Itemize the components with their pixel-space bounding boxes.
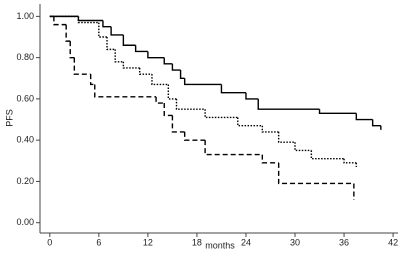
survival-step xyxy=(355,113,373,121)
y-tick-label: 0.20 xyxy=(16,176,34,186)
x-tick-label: 42 xyxy=(388,237,398,247)
survival-step xyxy=(257,98,320,110)
survival-step xyxy=(122,34,136,46)
survival-step xyxy=(261,154,279,164)
x-tick-label: 18 xyxy=(192,237,202,247)
y-tick-label: 1.00 xyxy=(16,11,34,21)
survival-step xyxy=(122,61,140,69)
x-tick-label: 6 xyxy=(96,237,101,247)
survival-step xyxy=(179,70,185,79)
survival-step xyxy=(220,84,246,94)
y-tick-label: 0.60 xyxy=(16,93,34,103)
survival-step xyxy=(65,24,71,42)
x-tick-label: 30 xyxy=(290,237,300,247)
survival-step xyxy=(183,78,222,86)
survival-step xyxy=(110,26,124,36)
survival-step xyxy=(163,103,173,117)
x-tick-label: 36 xyxy=(339,237,349,247)
survival-step xyxy=(294,142,312,152)
survival-step xyxy=(261,125,279,133)
survival-step xyxy=(343,158,357,164)
survival-step xyxy=(106,37,116,51)
survival-step xyxy=(245,92,259,100)
x-tick-label: 0 xyxy=(47,237,52,247)
survival-step xyxy=(102,20,112,28)
survival-step xyxy=(53,16,67,26)
survival-step xyxy=(183,131,206,141)
y-tick-label: 0.40 xyxy=(16,135,34,145)
survival-step xyxy=(277,131,296,143)
x-axis-label: months xyxy=(205,240,235,250)
survival-step xyxy=(163,57,173,65)
survival-step xyxy=(89,74,95,86)
survival-step xyxy=(310,150,345,160)
survival-step xyxy=(69,41,75,59)
survival-step xyxy=(77,16,99,24)
y-tick-label: 0.00 xyxy=(16,217,34,227)
survival-step xyxy=(139,67,152,75)
survival-step xyxy=(277,162,354,185)
survival-step xyxy=(204,140,263,156)
survival-step xyxy=(147,51,165,59)
survival-step xyxy=(155,96,165,104)
survival-step xyxy=(175,98,206,110)
survival-step xyxy=(171,115,185,133)
x-tick-label: 24 xyxy=(241,237,251,247)
x-tick-label: 12 xyxy=(143,237,153,247)
survival-step xyxy=(171,63,181,71)
survival-step xyxy=(237,117,263,127)
survival-step xyxy=(204,109,238,119)
survival-step xyxy=(134,45,148,53)
y-axis-label: PFS xyxy=(4,109,14,127)
survival-step xyxy=(371,119,381,127)
survival-step xyxy=(94,84,157,98)
survival-step xyxy=(114,49,124,63)
survival-step xyxy=(73,57,91,75)
survival-step xyxy=(318,109,357,115)
y-tick-label: 0.80 xyxy=(16,52,34,62)
survival-step xyxy=(151,74,169,86)
